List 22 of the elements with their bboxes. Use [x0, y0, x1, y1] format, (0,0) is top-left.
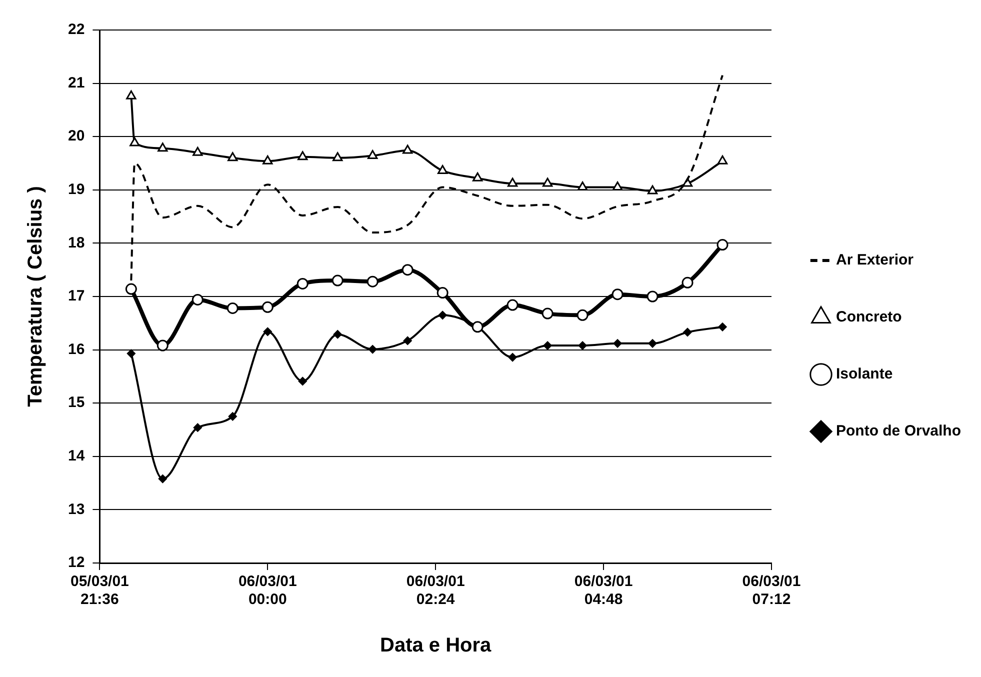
- y-tick-label: 16: [68, 340, 85, 358]
- legend-label: Ar Exterior: [836, 252, 914, 269]
- y-tick-label: 14: [68, 448, 86, 465]
- y-tick-label: 18: [68, 234, 85, 252]
- y-tick-label: 17: [68, 288, 85, 305]
- y-tick-label: 21: [68, 74, 85, 92]
- legend-label: Concreto: [836, 308, 902, 326]
- x-axis-title: Data e Hora: [380, 634, 492, 657]
- x-tick-label: 06/03/01 04:48: [574, 573, 633, 608]
- y-tick-label: 19: [68, 181, 85, 198]
- x-tick-label: 06/03/01 00:00: [238, 573, 297, 608]
- legend-label: Isolante: [836, 366, 893, 383]
- y-tick-label: 20: [68, 128, 85, 145]
- y-axis-title: Temperatura ( Celsius ): [24, 186, 47, 407]
- x-tick-label: 06/03/01 02:24: [406, 573, 465, 608]
- y-tick-label: 13: [68, 500, 85, 518]
- y-tick-label: 12: [68, 554, 85, 572]
- legend-label: Ponto de Orvalho: [836, 422, 962, 440]
- x-tick-label: 05/03/01 21:36: [70, 573, 129, 608]
- x-tick-label: 06/03/01 07:12: [742, 573, 801, 608]
- y-tick-label: 22: [68, 21, 85, 38]
- y-tick-label: 15: [68, 394, 85, 412]
